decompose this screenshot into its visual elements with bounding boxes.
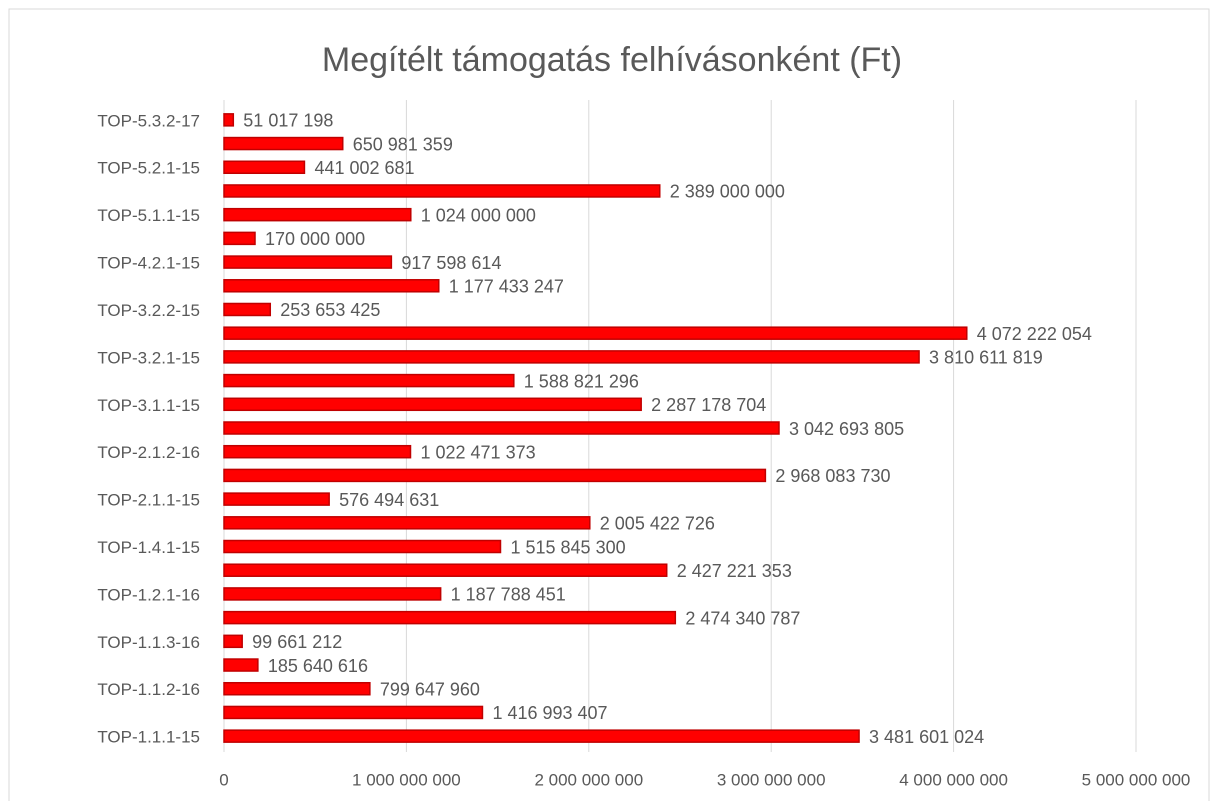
bar	[223, 421, 780, 435]
data-label: 4 072 222 054	[977, 324, 1092, 344]
y-tick-label: TOP-3.2.2-15	[97, 301, 200, 320]
data-label: 1 177 433 247	[449, 277, 564, 297]
bar	[223, 255, 393, 269]
bar	[223, 207, 412, 222]
data-label: 185 640 616	[268, 656, 368, 676]
y-tick-label: TOP-1.1.3-16	[97, 633, 200, 652]
data-label: 2 389 000 000	[670, 182, 785, 202]
data-label: 1 187 788 451	[451, 585, 566, 605]
bar	[223, 539, 502, 554]
data-label: 1 588 821 296	[524, 371, 639, 391]
x-tick-label: 1 000 000 000	[352, 770, 461, 789]
data-label: 2 287 178 704	[651, 395, 766, 415]
data-label: 1 024 000 000	[421, 205, 536, 225]
bar	[223, 136, 344, 151]
bar	[223, 444, 412, 459]
bar	[223, 326, 968, 340]
data-label: 1 515 845 300	[510, 537, 625, 557]
bar	[223, 231, 256, 246]
data-label: 51 017 198	[243, 111, 333, 131]
bar	[223, 705, 484, 720]
data-label: 441 002 681	[314, 158, 414, 178]
x-tick-label: 4 000 000 000	[899, 770, 1008, 789]
data-label: 2 474 340 787	[685, 608, 800, 628]
x-tick-label: 2 000 000 000	[534, 770, 643, 789]
bar	[223, 587, 442, 601]
data-label: 253 653 425	[280, 300, 380, 320]
bar	[223, 279, 440, 293]
y-tick-label: TOP-1.1.1-15	[97, 728, 200, 747]
y-tick-label: TOP-2.1.2-16	[97, 443, 200, 462]
y-tick-label: TOP-5.1.1-15	[97, 206, 200, 225]
data-label: 3 481 601 024	[869, 727, 984, 747]
y-tick-label: TOP-5.2.1-15	[97, 159, 200, 178]
data-label: 799 647 960	[380, 679, 480, 699]
bar	[223, 681, 371, 696]
bar	[223, 610, 677, 625]
bar	[223, 373, 515, 388]
x-tick-label: 5 000 000 000	[1082, 770, 1191, 789]
bar	[223, 516, 591, 530]
data-label: 2 005 422 726	[600, 514, 715, 534]
bar	[223, 634, 243, 649]
data-label: 99 661 212	[252, 632, 342, 652]
bar	[223, 160, 306, 175]
y-tick-label: TOP-2.1.1-15	[97, 491, 200, 510]
bar	[223, 658, 259, 672]
bar	[223, 302, 272, 317]
data-label: 1 022 471 373	[420, 442, 535, 462]
data-label: 3 042 693 805	[789, 419, 904, 439]
data-label: 2 427 221 353	[677, 561, 792, 581]
data-label: 576 494 631	[339, 490, 439, 510]
x-tick-label: 3 000 000 000	[717, 770, 826, 789]
data-label: 3 810 611 819	[929, 348, 1043, 368]
bar	[223, 397, 642, 412]
data-label: 650 981 359	[353, 134, 453, 154]
bar	[223, 350, 920, 364]
data-label: 917 598 614	[401, 253, 501, 273]
y-tick-label: TOP-1.4.1-15	[97, 538, 200, 557]
y-tick-label: TOP-5.3.2-17	[97, 111, 200, 130]
bar	[223, 184, 661, 198]
data-label: 2 968 083 730	[775, 466, 890, 486]
bar	[223, 468, 767, 483]
y-tick-label: TOP-1.2.1-16	[97, 585, 200, 604]
bar	[223, 729, 860, 743]
bar	[223, 563, 668, 577]
y-tick-label: TOP-3.2.1-15	[97, 348, 200, 367]
y-tick-label: TOP-3.1.1-15	[97, 396, 200, 415]
chart-title: Megítélt támogatás felhívásonként (Ft)	[322, 41, 902, 79]
y-tick-label: TOP-4.2.1-15	[97, 254, 200, 273]
bar	[223, 113, 235, 127]
y-tick-label: TOP-1.1.2-16	[97, 680, 200, 699]
data-label: 170 000 000	[265, 229, 365, 249]
bar	[223, 492, 330, 506]
x-tick-label: 0	[219, 770, 228, 789]
data-label: 1 416 993 407	[492, 703, 607, 723]
